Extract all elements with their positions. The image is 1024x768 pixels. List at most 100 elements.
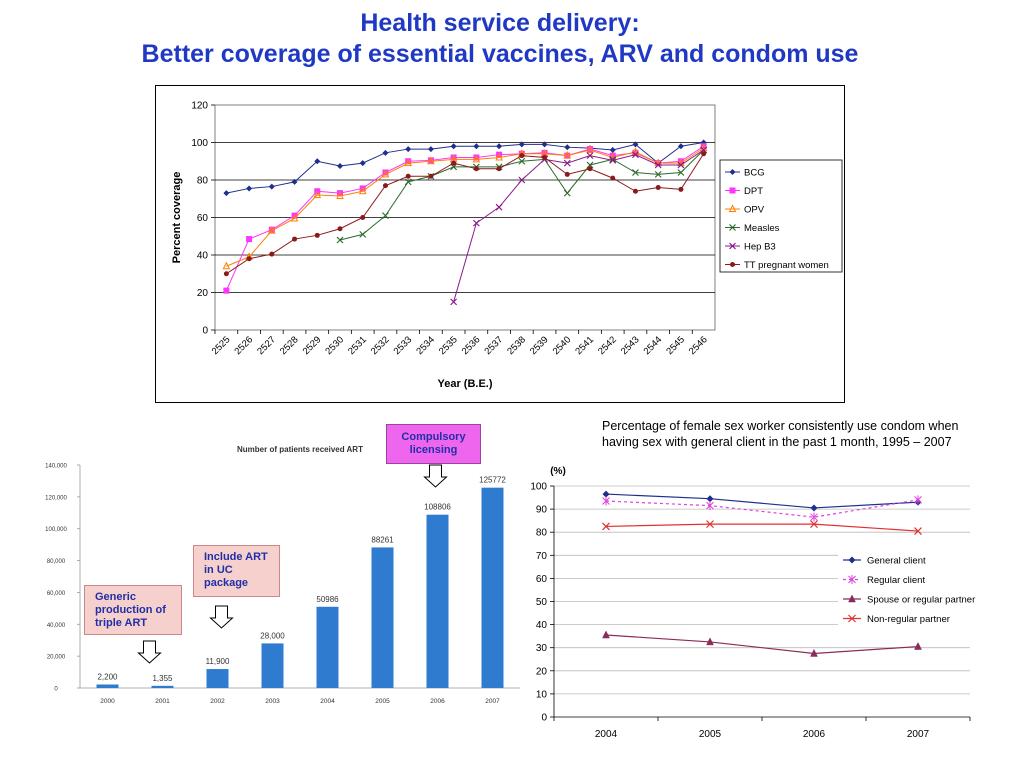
y-tick-label: 100 <box>191 138 208 149</box>
legend-label-opv: OPV <box>744 205 765 216</box>
condom-x-tick-label: 2004 <box>595 729 618 740</box>
data-point-tt-pregnant-women <box>360 215 366 220</box>
data-point-tt-pregnant-women <box>382 183 388 189</box>
art-x-tick-label: 2001 <box>155 698 170 705</box>
series-line-bcg <box>226 142 704 194</box>
y-tick-label: 20 <box>197 288 209 299</box>
art-y-tick-label: 20,000 <box>47 655 66 661</box>
art-bar <box>481 487 504 688</box>
x-tick-label: 2538 <box>505 334 528 357</box>
data-point-opv <box>586 145 594 153</box>
data-point-tt-pregnant-women <box>428 173 434 179</box>
condom-legend-box <box>838 550 990 628</box>
data-point-opv <box>381 169 390 178</box>
data-point-opv <box>268 226 276 234</box>
art-bar <box>151 685 174 688</box>
art-x-tick-label: 2000 <box>100 698 115 705</box>
art-bar-value-label: 88261 <box>371 535 394 544</box>
art-x-tick-label: 2002 <box>210 698 225 705</box>
condom-y-tick-label: 90 <box>536 505 548 516</box>
callout-compulsory-licensing: Compulsory licensing <box>386 424 481 464</box>
condom-y-unit-label: (%) <box>550 466 566 477</box>
condom-y-tick-label: 20 <box>536 666 548 677</box>
legend-marker-opv <box>728 204 737 212</box>
art-bar-value-label: 125772 <box>479 476 506 485</box>
data-point-bcg <box>291 178 298 185</box>
legend-label-dpt: DPT <box>744 186 763 197</box>
data-point-opv <box>336 191 344 199</box>
y-axis-label: Percent coverage <box>171 172 183 264</box>
x-tick-label: 2544 <box>642 334 665 357</box>
data-point-dpt <box>609 152 616 159</box>
x-tick-label: 2534 <box>414 334 437 357</box>
x-tick-label: 2528 <box>278 334 301 357</box>
condom-legend-marker-regular-client <box>848 575 856 584</box>
legend-label-bcg: BCG <box>744 168 765 179</box>
condom-series-line-regular-client <box>605 499 919 518</box>
x-axis-label: Year (B.E.) <box>437 378 492 390</box>
data-point-bcg <box>405 146 412 153</box>
condom-data-point-spouse-or-regular-partner <box>914 641 922 650</box>
data-point-opv <box>427 156 435 165</box>
data-point-measles <box>586 161 594 169</box>
art-y-tick-label: 120,000 <box>45 495 67 501</box>
data-point-dpt <box>450 154 457 161</box>
art-bar <box>426 514 449 688</box>
data-point-opv <box>358 186 367 195</box>
data-point-bcg <box>314 158 321 165</box>
legend-marker-tt-pregnant-women <box>730 262 735 267</box>
data-point-tt-pregnant-women <box>678 186 684 192</box>
title-line-2: Better coverage of essential vaccines, A… <box>141 40 859 68</box>
art-y-tick-label: 80,000 <box>47 559 66 565</box>
data-point-tt-pregnant-women <box>451 160 457 166</box>
data-point-hep-b3 <box>518 176 526 184</box>
data-point-bcg <box>427 146 434 153</box>
data-point-dpt <box>587 146 593 153</box>
series-tt-pregnant-women <box>223 151 707 277</box>
condom-y-tick-label: 0 <box>541 713 547 724</box>
data-point-bcg <box>609 147 616 153</box>
condom-x-tick-label: 2007 <box>907 729 930 740</box>
condom-legend-label-spouse-or-regular-partner: Spouse or regular partner <box>867 595 975 606</box>
condom-data-point-spouse-or-regular-partner <box>706 637 714 646</box>
condom-x-tick-label: 2005 <box>699 729 722 740</box>
condom-y-tick-label: 100 <box>530 482 547 493</box>
x-tick-label: 2545 <box>664 334 687 357</box>
data-point-bcg <box>632 141 639 148</box>
data-point-hep-b3 <box>654 161 662 169</box>
condom-series-line-general-client <box>605 493 919 509</box>
data-point-tt-pregnant-women <box>496 166 502 172</box>
data-point-tt-pregnant-women <box>473 166 479 172</box>
legend-box <box>719 159 843 273</box>
condom-x-tick-label: 2006 <box>803 729 826 740</box>
data-point-dpt <box>632 149 639 156</box>
data-point-tt-pregnant-women <box>337 226 343 232</box>
data-point-bcg <box>359 160 366 167</box>
data-point-measles <box>609 155 617 163</box>
data-point-bcg <box>541 141 548 148</box>
vaccine-chart-frame <box>155 85 845 403</box>
series-line-measles <box>339 149 704 241</box>
callout-include-art-uc: Include ART in UC package <box>193 545 280 597</box>
data-point-measles <box>518 157 526 165</box>
condom-y-tick-label: 80 <box>536 528 548 539</box>
data-point-hep-b3 <box>677 161 685 169</box>
condom-y-tick-label: 10 <box>536 689 548 700</box>
arrow-include-art-uc <box>209 605 234 629</box>
art-y-tick-label: 140,000 <box>45 464 67 470</box>
data-point-bcg <box>223 190 230 197</box>
art-bar-value-label: 2,200 <box>97 672 118 681</box>
x-tick-label: 2537 <box>482 334 505 357</box>
art-bar-value-label: 50986 <box>316 595 339 604</box>
data-point-opv <box>313 190 322 198</box>
art-x-tick-label: 2005 <box>375 698 390 705</box>
condom-use-chart: (%) 0 10 20 30 40 50 60 70 80 90 100 2004 2005 2006 200… <box>530 466 990 740</box>
data-point-bcg <box>496 143 503 150</box>
art-x-tick-label: 2007 <box>485 698 500 705</box>
data-point-measles <box>677 169 685 176</box>
data-point-opv <box>222 261 231 270</box>
condom-data-point-general-client <box>706 495 714 503</box>
series-line-dpt <box>225 145 704 291</box>
art-bar <box>316 606 339 688</box>
x-tick-label: 2536 <box>460 334 483 357</box>
